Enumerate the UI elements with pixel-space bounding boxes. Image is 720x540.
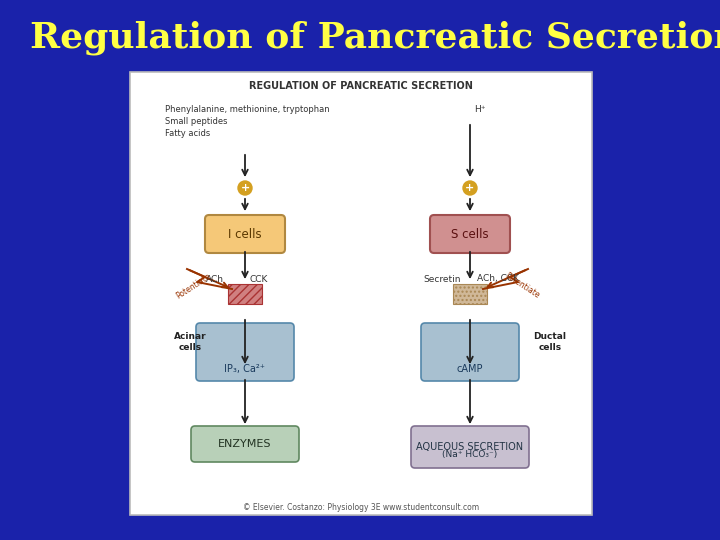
FancyBboxPatch shape xyxy=(411,426,529,468)
FancyBboxPatch shape xyxy=(205,215,285,253)
FancyBboxPatch shape xyxy=(421,323,519,381)
Text: Small peptides: Small peptides xyxy=(165,118,228,126)
FancyBboxPatch shape xyxy=(130,72,592,515)
Text: © Elsevier. Costanzo: Physiology 3E www.studentconsult.com: © Elsevier. Costanzo: Physiology 3E www.… xyxy=(243,503,479,511)
Text: Potentiate: Potentiate xyxy=(174,272,212,301)
FancyBboxPatch shape xyxy=(191,426,299,462)
FancyBboxPatch shape xyxy=(196,323,294,381)
Text: H⁺: H⁺ xyxy=(474,105,486,114)
FancyBboxPatch shape xyxy=(430,215,510,253)
Text: +: + xyxy=(465,183,474,193)
Text: Fatty acids: Fatty acids xyxy=(165,130,210,138)
Bar xyxy=(228,284,262,304)
Text: ACh: ACh xyxy=(206,274,224,284)
Text: Regulation of Pancreatic Secretion: Regulation of Pancreatic Secretion xyxy=(30,21,720,55)
Circle shape xyxy=(463,181,477,195)
Text: Phenylalanine, methionine, tryptophan: Phenylalanine, methionine, tryptophan xyxy=(165,105,330,114)
Text: Potentiate: Potentiate xyxy=(503,272,541,301)
Circle shape xyxy=(238,181,252,195)
Text: Secretin: Secretin xyxy=(423,274,461,284)
Text: Ductal
cells: Ductal cells xyxy=(534,332,567,352)
Text: ENZYMES: ENZYMES xyxy=(218,439,271,449)
Text: AQUEOUS SECRETION: AQUEOUS SECRETION xyxy=(416,442,523,452)
Text: (Na⁺ HCO₃⁻): (Na⁺ HCO₃⁻) xyxy=(442,449,498,458)
Bar xyxy=(453,284,487,304)
Text: Acinar
cells: Acinar cells xyxy=(174,332,207,352)
Text: S cells: S cells xyxy=(451,227,489,240)
Text: cAMP: cAMP xyxy=(456,364,483,374)
Text: ACh, CCK: ACh, CCK xyxy=(477,274,519,284)
Text: REGULATION OF PANCREATIC SECRETION: REGULATION OF PANCREATIC SECRETION xyxy=(249,81,473,91)
Text: CCK: CCK xyxy=(250,274,268,284)
Text: IP₃, Ca²⁺: IP₃, Ca²⁺ xyxy=(225,364,266,374)
Text: I cells: I cells xyxy=(228,227,262,240)
Text: +: + xyxy=(240,183,250,193)
